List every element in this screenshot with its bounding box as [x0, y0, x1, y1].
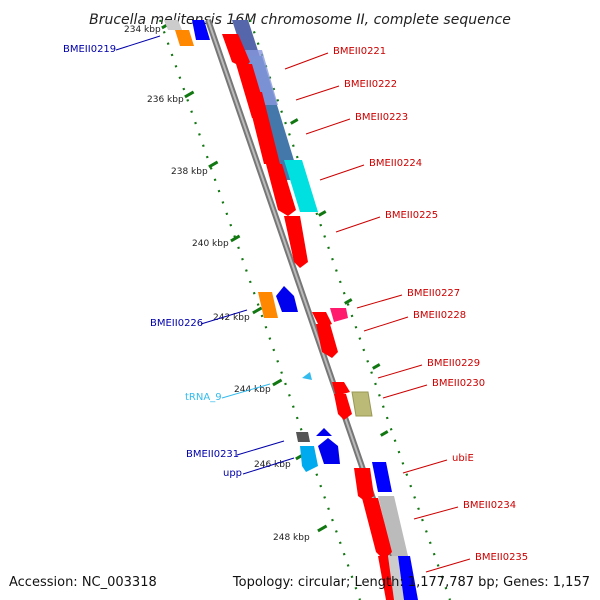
feature-bmeii0226-orange: [258, 292, 278, 318]
kbp-tick: [272, 378, 283, 387]
gene-label-bmeii0223: BMEII0223: [355, 112, 408, 123]
feature-bmeii0219-grey: [164, 20, 182, 30]
leader-line: [425, 558, 471, 573]
outer-tick: [372, 363, 381, 370]
leader-line: [295, 85, 340, 101]
leader-line: [200, 309, 248, 325]
right-gene-labels: BMEII0221 BMEII0222 BMEII0223 BMEII0224 …: [284, 46, 528, 573]
gene-label-bmeii0227: BMEII0227: [407, 288, 460, 299]
gene-label-bmeii0221: BMEII0221: [333, 46, 386, 57]
gene-label-bmeii0235: BMEII0235: [475, 552, 528, 563]
arrow-bmeii0223: [246, 92, 280, 164]
kbp-tick: [208, 160, 219, 169]
kbp-label: 242 kbp: [213, 313, 250, 323]
gene-label-bmeii0230: BMEII0230: [432, 378, 485, 389]
arrow-bmeii0234: [362, 498, 392, 560]
feature-bmeii0219: [175, 30, 194, 46]
gene-label-bmeii0228: BMEII0228: [413, 310, 466, 321]
leader-line: [413, 506, 459, 520]
outer-tick: [290, 118, 299, 125]
gene-label-upp: upp: [223, 468, 242, 479]
arrow-bmeii0224: [266, 164, 296, 216]
feature-bmeii0224-band: [284, 160, 318, 212]
feature-bmeii0231-grey: [296, 432, 310, 442]
leader-line: [242, 457, 295, 475]
gene-label-bmeii0222: BMEII0222: [344, 79, 397, 90]
feature-bmeii0235-band: [388, 556, 404, 600]
arrow-bmeii0230: [334, 394, 352, 420]
gene-label-bmeii0229: BMEII0229: [427, 358, 480, 369]
arrow-ubie: [354, 468, 374, 502]
kbp-label: 240 kbp: [192, 239, 229, 249]
topology-text: Topology: circular; Length: 1,177,787 bp…: [232, 575, 590, 590]
gene-label-ubie: ubiE: [452, 453, 474, 464]
arrow-bmeii0221: [222, 34, 250, 68]
kbp-label: 244 kbp: [234, 385, 271, 395]
leader-line: [356, 294, 403, 309]
feature-bmeii0219-blue: [192, 20, 210, 40]
leader-line: [402, 459, 448, 474]
kbp-tick: [252, 306, 263, 315]
kbp-label: 238 kbp: [171, 167, 208, 177]
kbp-label: 234 kbp: [124, 25, 161, 35]
feature-trna-9: [302, 372, 312, 380]
arrow-bmeii0226: [276, 286, 298, 312]
leader-line: [284, 52, 329, 70]
outer-tick: [344, 298, 353, 305]
leader-line: [305, 118, 351, 135]
arrow-upp: [318, 438, 340, 464]
gene-label-bmeii0219: BMEII0219: [63, 44, 116, 55]
feature-bmeii0228: [330, 308, 348, 322]
leader-line: [319, 164, 365, 181]
kbp-label: 236 kbp: [147, 95, 184, 105]
gene-label-bmeii0231: BMEII0231: [186, 449, 239, 460]
arrow-bmeii0231: [316, 428, 332, 436]
leader-line: [221, 383, 271, 399]
feature-bmeii0221-upper: [245, 50, 278, 105]
feature-bmeii0230: [351, 391, 373, 417]
kbp-tick: [184, 90, 195, 99]
outer-tick: [380, 430, 389, 437]
gene-label-bmeii0225: BMEII0225: [385, 210, 438, 221]
leader-line: [382, 384, 428, 399]
gene-label-bmeii0226: BMEII0226: [150, 318, 203, 329]
gene-label-bmeii0234: BMEII0234: [463, 500, 516, 511]
arrow-ubie-blue: [372, 462, 392, 492]
feature-track-right: [222, 20, 418, 600]
feature-bmeii0234-band: [378, 496, 408, 556]
kbp-label: 248 kbp: [273, 533, 310, 543]
accession-text: Accession: NC_003318: [9, 575, 157, 590]
gene-label-trna-9: tRNA_9: [185, 392, 222, 403]
kbp-tick: [317, 524, 328, 533]
leader-line: [377, 364, 423, 379]
kbp-tick: [230, 234, 241, 243]
leader-line: [363, 316, 409, 332]
leader-line: [115, 35, 161, 51]
leader-line: [335, 216, 381, 233]
arrow-bmeii0229: [332, 382, 350, 396]
feature-track-left: [164, 20, 340, 472]
left-gene-labels: BMEII0219 BMEII0226 tRNA_9 BMEII0231 upp: [63, 35, 295, 479]
gene-label-bmeii0224: BMEII0224: [369, 158, 422, 169]
arrow-bmeii0225: [284, 216, 308, 268]
feature-upp: [300, 446, 318, 472]
leader-line: [236, 440, 285, 456]
arrow-bmeii0228: [316, 324, 338, 358]
outer-tick: [318, 210, 327, 217]
